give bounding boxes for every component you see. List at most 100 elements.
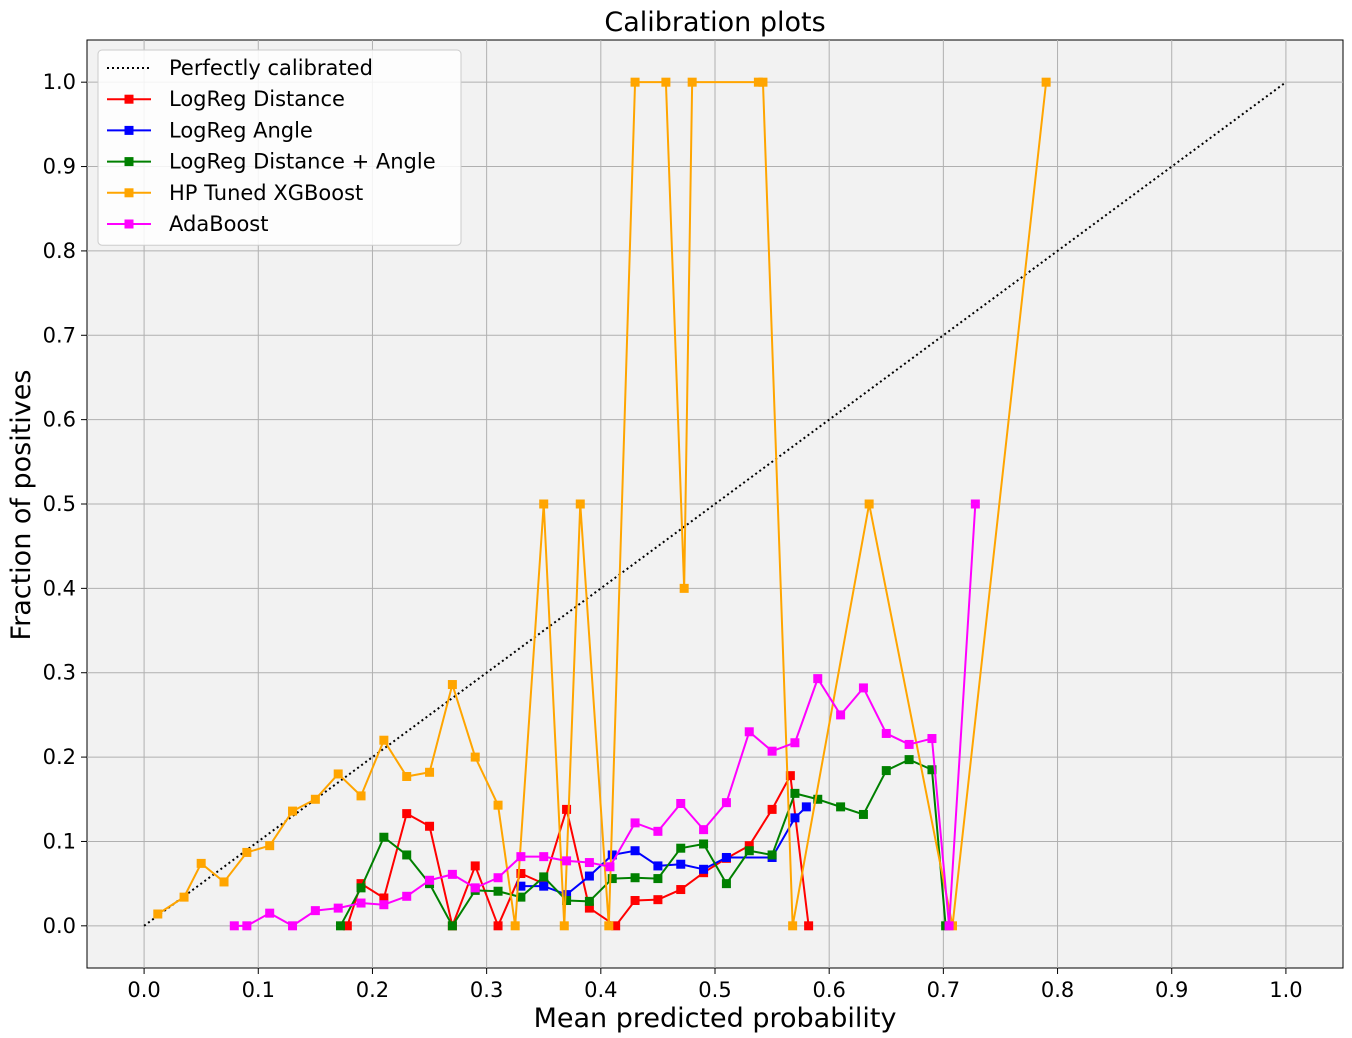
data-point xyxy=(1041,77,1051,87)
y-tick-label: 0.2 xyxy=(43,745,76,769)
data-point xyxy=(630,846,640,856)
legend-label: HP Tuned XGBoost xyxy=(169,181,363,205)
data-point xyxy=(288,921,298,931)
legend-item: HP Tuned XGBoost xyxy=(107,181,363,205)
data-point xyxy=(904,739,914,749)
data-point xyxy=(470,861,480,871)
y-axis-title: Fraction of positives xyxy=(6,370,37,641)
data-point xyxy=(679,583,689,593)
data-point xyxy=(379,735,389,745)
chart-title: Calibration plots xyxy=(604,7,825,38)
data-point xyxy=(402,771,412,781)
series-logreg-angle xyxy=(516,802,811,900)
x-axis-ticks: 0.0 0.1 0.2 0.3 0.4 0.5 0.6 0.7 0.8 0.9 1.0 xyxy=(127,968,1303,1002)
data-point xyxy=(653,826,663,836)
data-point xyxy=(356,883,366,893)
legend-item: Perfectly calibrated xyxy=(107,56,373,80)
data-point xyxy=(927,734,937,744)
y-tick-label: 0.9 xyxy=(43,155,76,179)
data-point xyxy=(562,856,572,866)
data-point xyxy=(379,900,389,910)
series-line xyxy=(234,503,977,927)
data-point xyxy=(630,818,640,828)
data-point xyxy=(196,858,206,868)
x-axis-title: Mean predicted probability xyxy=(534,1003,897,1034)
data-point xyxy=(790,738,800,748)
data-point xyxy=(333,769,343,779)
data-point xyxy=(904,755,914,765)
data-point xyxy=(516,892,526,902)
legend-marker xyxy=(124,94,134,104)
data-point xyxy=(575,499,585,509)
data-point xyxy=(539,852,549,862)
y-tick-label: 1.0 xyxy=(43,70,76,94)
legend-marker xyxy=(124,219,134,229)
data-point xyxy=(493,886,503,896)
series-adaboost xyxy=(229,499,980,931)
data-point xyxy=(653,861,663,871)
data-point xyxy=(510,921,520,931)
reference-line-group xyxy=(143,81,1287,927)
data-point xyxy=(516,869,526,879)
data-point xyxy=(562,896,572,906)
legend-item: LogReg Angle xyxy=(107,118,313,142)
data-point xyxy=(744,727,754,737)
data-point xyxy=(653,895,663,905)
data-point xyxy=(813,674,823,684)
data-point xyxy=(721,852,731,862)
x-tick-label: 0.3 xyxy=(470,978,503,1002)
data-point xyxy=(562,890,572,900)
data-point xyxy=(179,892,189,902)
data-point xyxy=(804,921,814,931)
y-tick-label: 0.3 xyxy=(43,661,76,685)
data-point xyxy=(562,804,572,814)
data-point xyxy=(584,896,594,906)
data-point xyxy=(611,921,621,931)
data-point xyxy=(944,921,954,931)
data-point xyxy=(539,881,549,891)
data-point xyxy=(310,794,320,804)
data-point xyxy=(539,872,549,882)
x-tick-label: 0.6 xyxy=(812,978,845,1002)
legend-item: AdaBoost xyxy=(107,212,268,236)
data-point xyxy=(630,873,640,883)
data-point xyxy=(721,879,731,889)
legend-box xyxy=(97,49,462,246)
legend-item: LogReg Distance + Angle xyxy=(107,150,436,174)
x-tick-label: 0.8 xyxy=(1041,978,1074,1002)
data-point xyxy=(676,843,686,853)
data-point xyxy=(379,893,389,903)
y-tick-label: 0.1 xyxy=(43,829,76,853)
data-point xyxy=(539,499,549,509)
data-point xyxy=(310,906,320,916)
legend: Perfectly calibrated LogReg Distance LogRe… xyxy=(97,49,462,246)
y-tick-label: 0.6 xyxy=(43,408,76,432)
series-line xyxy=(339,758,947,927)
data-point xyxy=(153,909,163,919)
legend-label: LogReg Angle xyxy=(169,118,313,142)
data-point xyxy=(425,821,435,831)
data-point xyxy=(836,710,846,720)
data-point xyxy=(584,903,594,913)
series-line xyxy=(346,774,810,927)
reference-line xyxy=(143,81,1287,927)
data-point xyxy=(785,771,795,781)
legend-marker xyxy=(124,188,134,198)
x-tick-label: 1.0 xyxy=(1269,978,1302,1002)
data-point xyxy=(516,881,526,891)
data-point xyxy=(493,921,503,931)
y-tick-label: 0.4 xyxy=(43,576,76,600)
data-point xyxy=(790,813,800,823)
data-point xyxy=(858,683,868,693)
data-point xyxy=(813,794,823,804)
data-point xyxy=(584,871,594,881)
data-point xyxy=(356,898,366,908)
data-point xyxy=(687,77,697,87)
data-point xyxy=(721,798,731,808)
data-point xyxy=(402,809,412,819)
data-point xyxy=(425,767,435,777)
data-point xyxy=(242,847,252,857)
data-point xyxy=(836,802,846,812)
data-point xyxy=(744,846,754,856)
data-point xyxy=(758,77,768,87)
